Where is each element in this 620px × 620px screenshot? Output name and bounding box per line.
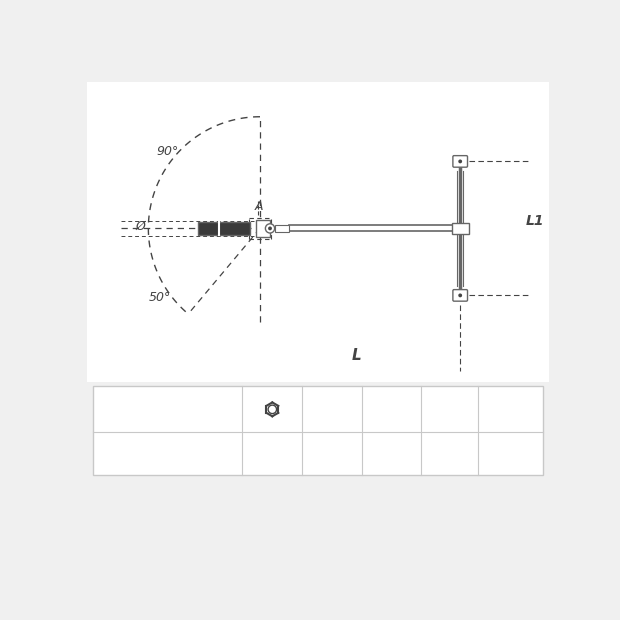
Text: mm: mm — [381, 410, 402, 420]
Text: A: A — [388, 399, 396, 412]
Bar — [93, 386, 542, 475]
Text: mm: mm — [499, 410, 521, 420]
Text: 952 11: 952 11 — [144, 447, 191, 460]
Text: 50°: 50° — [149, 291, 171, 304]
Text: L1: L1 — [503, 399, 518, 412]
Text: 11: 11 — [264, 447, 281, 460]
Text: L: L — [446, 399, 453, 412]
Text: 400: 400 — [437, 447, 462, 460]
Text: 90°: 90° — [156, 145, 179, 158]
Circle shape — [268, 405, 277, 414]
Text: 8,0: 8,0 — [381, 447, 402, 460]
Text: mm: mm — [438, 410, 460, 420]
Text: Referência: Referência — [130, 403, 205, 416]
FancyBboxPatch shape — [453, 290, 467, 301]
Text: Ø: Ø — [327, 399, 337, 412]
Text: 15,8: 15,8 — [317, 447, 347, 460]
Text: L: L — [352, 348, 361, 363]
Bar — [198, 222, 250, 234]
Bar — [256, 220, 270, 237]
Text: mm: mm — [322, 410, 343, 420]
Bar — [87, 82, 549, 383]
Circle shape — [458, 159, 462, 163]
FancyBboxPatch shape — [453, 156, 467, 167]
Bar — [452, 223, 469, 234]
Text: 160: 160 — [498, 447, 523, 460]
Text: A: A — [254, 200, 263, 213]
Circle shape — [268, 226, 272, 230]
Circle shape — [265, 224, 275, 233]
Circle shape — [458, 293, 462, 298]
Text: L1: L1 — [526, 214, 544, 228]
Bar — [275, 224, 290, 232]
Text: Ø: Ø — [136, 219, 146, 232]
